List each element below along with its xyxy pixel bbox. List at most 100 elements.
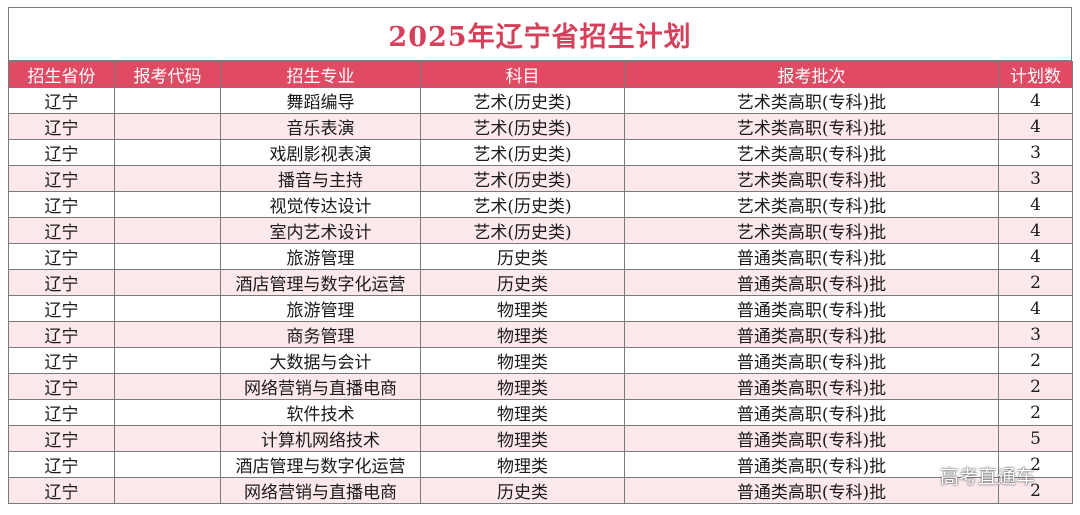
cell-batch: 普通类高职(专科)批 xyxy=(624,347,999,374)
cell-province: 辽宁 xyxy=(8,295,115,322)
cell-subject: 艺术(历史类) xyxy=(420,139,625,166)
table-row: 辽宁 音乐表演 艺术(历史类) 艺术类高职(专科)批 4 xyxy=(8,113,1073,140)
table-row: 辽宁 商务管理 物理类 普通类高职(专科)批 3 xyxy=(8,321,1073,348)
cell-plan-count: 4 xyxy=(998,295,1073,322)
cell-subject: 物理类 xyxy=(420,451,625,478)
cell-province: 辽宁 xyxy=(8,347,115,374)
table-body: 辽宁 舞蹈编导 艺术(历史类) 艺术类高职(专科)批 4 辽宁 音乐表演 艺术(历史类) 艺术类… xyxy=(8,87,1073,504)
cell-batch: 普通类高职(专科)批 xyxy=(624,243,999,270)
table-row: 辽宁 酒店管理与数字化运营 历史类 普通类高职(专科)批 2 xyxy=(8,269,1073,296)
cell-batch: 艺术类高职(专科)批 xyxy=(624,113,999,140)
cell-subject: 艺术(历史类) xyxy=(420,113,625,140)
cell-province: 辽宁 xyxy=(8,321,115,348)
cell-code xyxy=(114,295,221,322)
cell-plan-count: 3 xyxy=(998,139,1073,166)
cell-code xyxy=(114,321,221,348)
cell-province: 辽宁 xyxy=(8,87,115,114)
cell-subject: 物理类 xyxy=(420,347,625,374)
cell-code xyxy=(114,269,221,296)
header-major: 招生专业 xyxy=(220,61,421,88)
cell-subject: 物理类 xyxy=(420,399,625,426)
cell-plan-count: 4 xyxy=(998,113,1073,140)
cell-batch: 艺术类高职(专科)批 xyxy=(624,87,999,114)
table-header-row: 招生省份 报考代码 招生专业 科目 报考批次 计划数 xyxy=(8,61,1073,88)
sheet-title-row: 2025年辽宁省招生计划 xyxy=(8,7,1072,61)
table-row: 辽宁 旅游管理 历史类 普通类高职(专科)批 4 xyxy=(8,243,1073,270)
cell-plan-count: 3 xyxy=(998,165,1073,192)
cell-major: 舞蹈编导 xyxy=(220,87,421,114)
cell-major: 播音与主持 xyxy=(220,165,421,192)
cell-batch: 普通类高职(专科)批 xyxy=(624,399,999,426)
header-plan-count: 计划数 xyxy=(998,61,1073,88)
cell-code xyxy=(114,87,221,114)
header-province: 招生省份 xyxy=(8,61,115,88)
cell-subject: 历史类 xyxy=(420,477,625,504)
cell-plan-count: 2 xyxy=(998,399,1073,426)
table-row: 辽宁 播音与主持 艺术(历史类) 艺术类高职(专科)批 3 xyxy=(8,165,1073,192)
table-row: 辽宁 舞蹈编导 艺术(历史类) 艺术类高职(专科)批 4 xyxy=(8,87,1073,114)
cell-batch: 艺术类高职(专科)批 xyxy=(624,217,999,244)
cell-code xyxy=(114,425,221,452)
cell-batch: 艺术类高职(专科)批 xyxy=(624,139,999,166)
cell-code xyxy=(114,217,221,244)
cell-major: 旅游管理 xyxy=(220,295,421,322)
cell-province: 辽宁 xyxy=(8,217,115,244)
cell-major: 视觉传达设计 xyxy=(220,191,421,218)
cell-code xyxy=(114,347,221,374)
cell-subject: 艺术(历史类) xyxy=(420,217,625,244)
cell-batch: 普通类高职(专科)批 xyxy=(624,295,999,322)
cell-subject: 物理类 xyxy=(420,373,625,400)
cell-plan-count: 3 xyxy=(998,321,1073,348)
cell-major: 网络营销与直播电商 xyxy=(220,477,421,504)
cell-batch: 普通类高职(专科)批 xyxy=(624,373,999,400)
cell-major: 软件技术 xyxy=(220,399,421,426)
table-row: 辽宁 视觉传达设计 艺术(历史类) 艺术类高职(专科)批 4 xyxy=(8,191,1073,218)
cell-subject: 历史类 xyxy=(420,243,625,270)
table-row: 辽宁 戏剧影视表演 艺术(历史类) 艺术类高职(专科)批 3 xyxy=(8,139,1073,166)
cell-major: 旅游管理 xyxy=(220,243,421,270)
cell-code xyxy=(114,373,221,400)
cell-major: 大数据与会计 xyxy=(220,347,421,374)
cell-plan-count: 2 xyxy=(998,477,1073,504)
cell-major: 酒店管理与数字化运营 xyxy=(220,269,421,296)
cell-subject: 艺术(历史类) xyxy=(420,191,625,218)
table-row: 辽宁 旅游管理 物理类 普通类高职(专科)批 4 xyxy=(8,295,1073,322)
cell-batch: 普通类高职(专科)批 xyxy=(624,451,999,478)
cell-batch: 普通类高职(专科)批 xyxy=(624,477,999,504)
cell-code xyxy=(114,399,221,426)
cell-code xyxy=(114,165,221,192)
cell-code xyxy=(114,477,221,504)
cell-province: 辽宁 xyxy=(8,373,115,400)
table-row: 辽宁 大数据与会计 物理类 普通类高职(专科)批 2 xyxy=(8,347,1073,374)
cell-batch: 艺术类高职(专科)批 xyxy=(624,191,999,218)
cell-province: 辽宁 xyxy=(8,165,115,192)
cell-plan-count: 2 xyxy=(998,269,1073,296)
table-row: 辽宁 计算机网络技术 物理类 普通类高职(专科)批 5 xyxy=(8,425,1073,452)
sheet-title: 2025年辽宁省招生计划 xyxy=(388,21,692,53)
cell-code xyxy=(114,191,221,218)
cell-code xyxy=(114,139,221,166)
cell-province: 辽宁 xyxy=(8,191,115,218)
cell-major: 商务管理 xyxy=(220,321,421,348)
header-batch: 报考批次 xyxy=(624,61,999,88)
cell-province: 辽宁 xyxy=(8,243,115,270)
table-row: 辽宁 网络营销与直播电商 物理类 普通类高职(专科)批 2 xyxy=(8,373,1073,400)
cell-province: 辽宁 xyxy=(8,113,115,140)
cell-province: 辽宁 xyxy=(8,399,115,426)
cell-major: 网络营销与直播电商 xyxy=(220,373,421,400)
table-row: 辽宁 软件技术 物理类 普通类高职(专科)批 2 xyxy=(8,399,1073,426)
cell-subject: 艺术(历史类) xyxy=(420,87,625,114)
table-row: 辽宁 网络营销与直播电商 历史类 普通类高职(专科)批 2 xyxy=(8,477,1073,504)
cell-province: 辽宁 xyxy=(8,139,115,166)
enrollment-plan-sheet: 2025年辽宁省招生计划 招生省份 报考代码 招生专业 科目 报考批次 计划数 … xyxy=(8,7,1073,507)
cell-plan-count: 4 xyxy=(998,243,1073,270)
cell-batch: 普通类高职(专科)批 xyxy=(624,425,999,452)
cell-major: 戏剧影视表演 xyxy=(220,139,421,166)
cell-major: 音乐表演 xyxy=(220,113,421,140)
watermark-text: 高考直通车 xyxy=(940,466,1036,488)
cell-major: 酒店管理与数字化运营 xyxy=(220,451,421,478)
cell-plan-count: 4 xyxy=(998,217,1073,244)
cell-plan-count: 2 xyxy=(998,373,1073,400)
header-subject: 科目 xyxy=(420,61,625,88)
cell-plan-count: 4 xyxy=(998,191,1073,218)
